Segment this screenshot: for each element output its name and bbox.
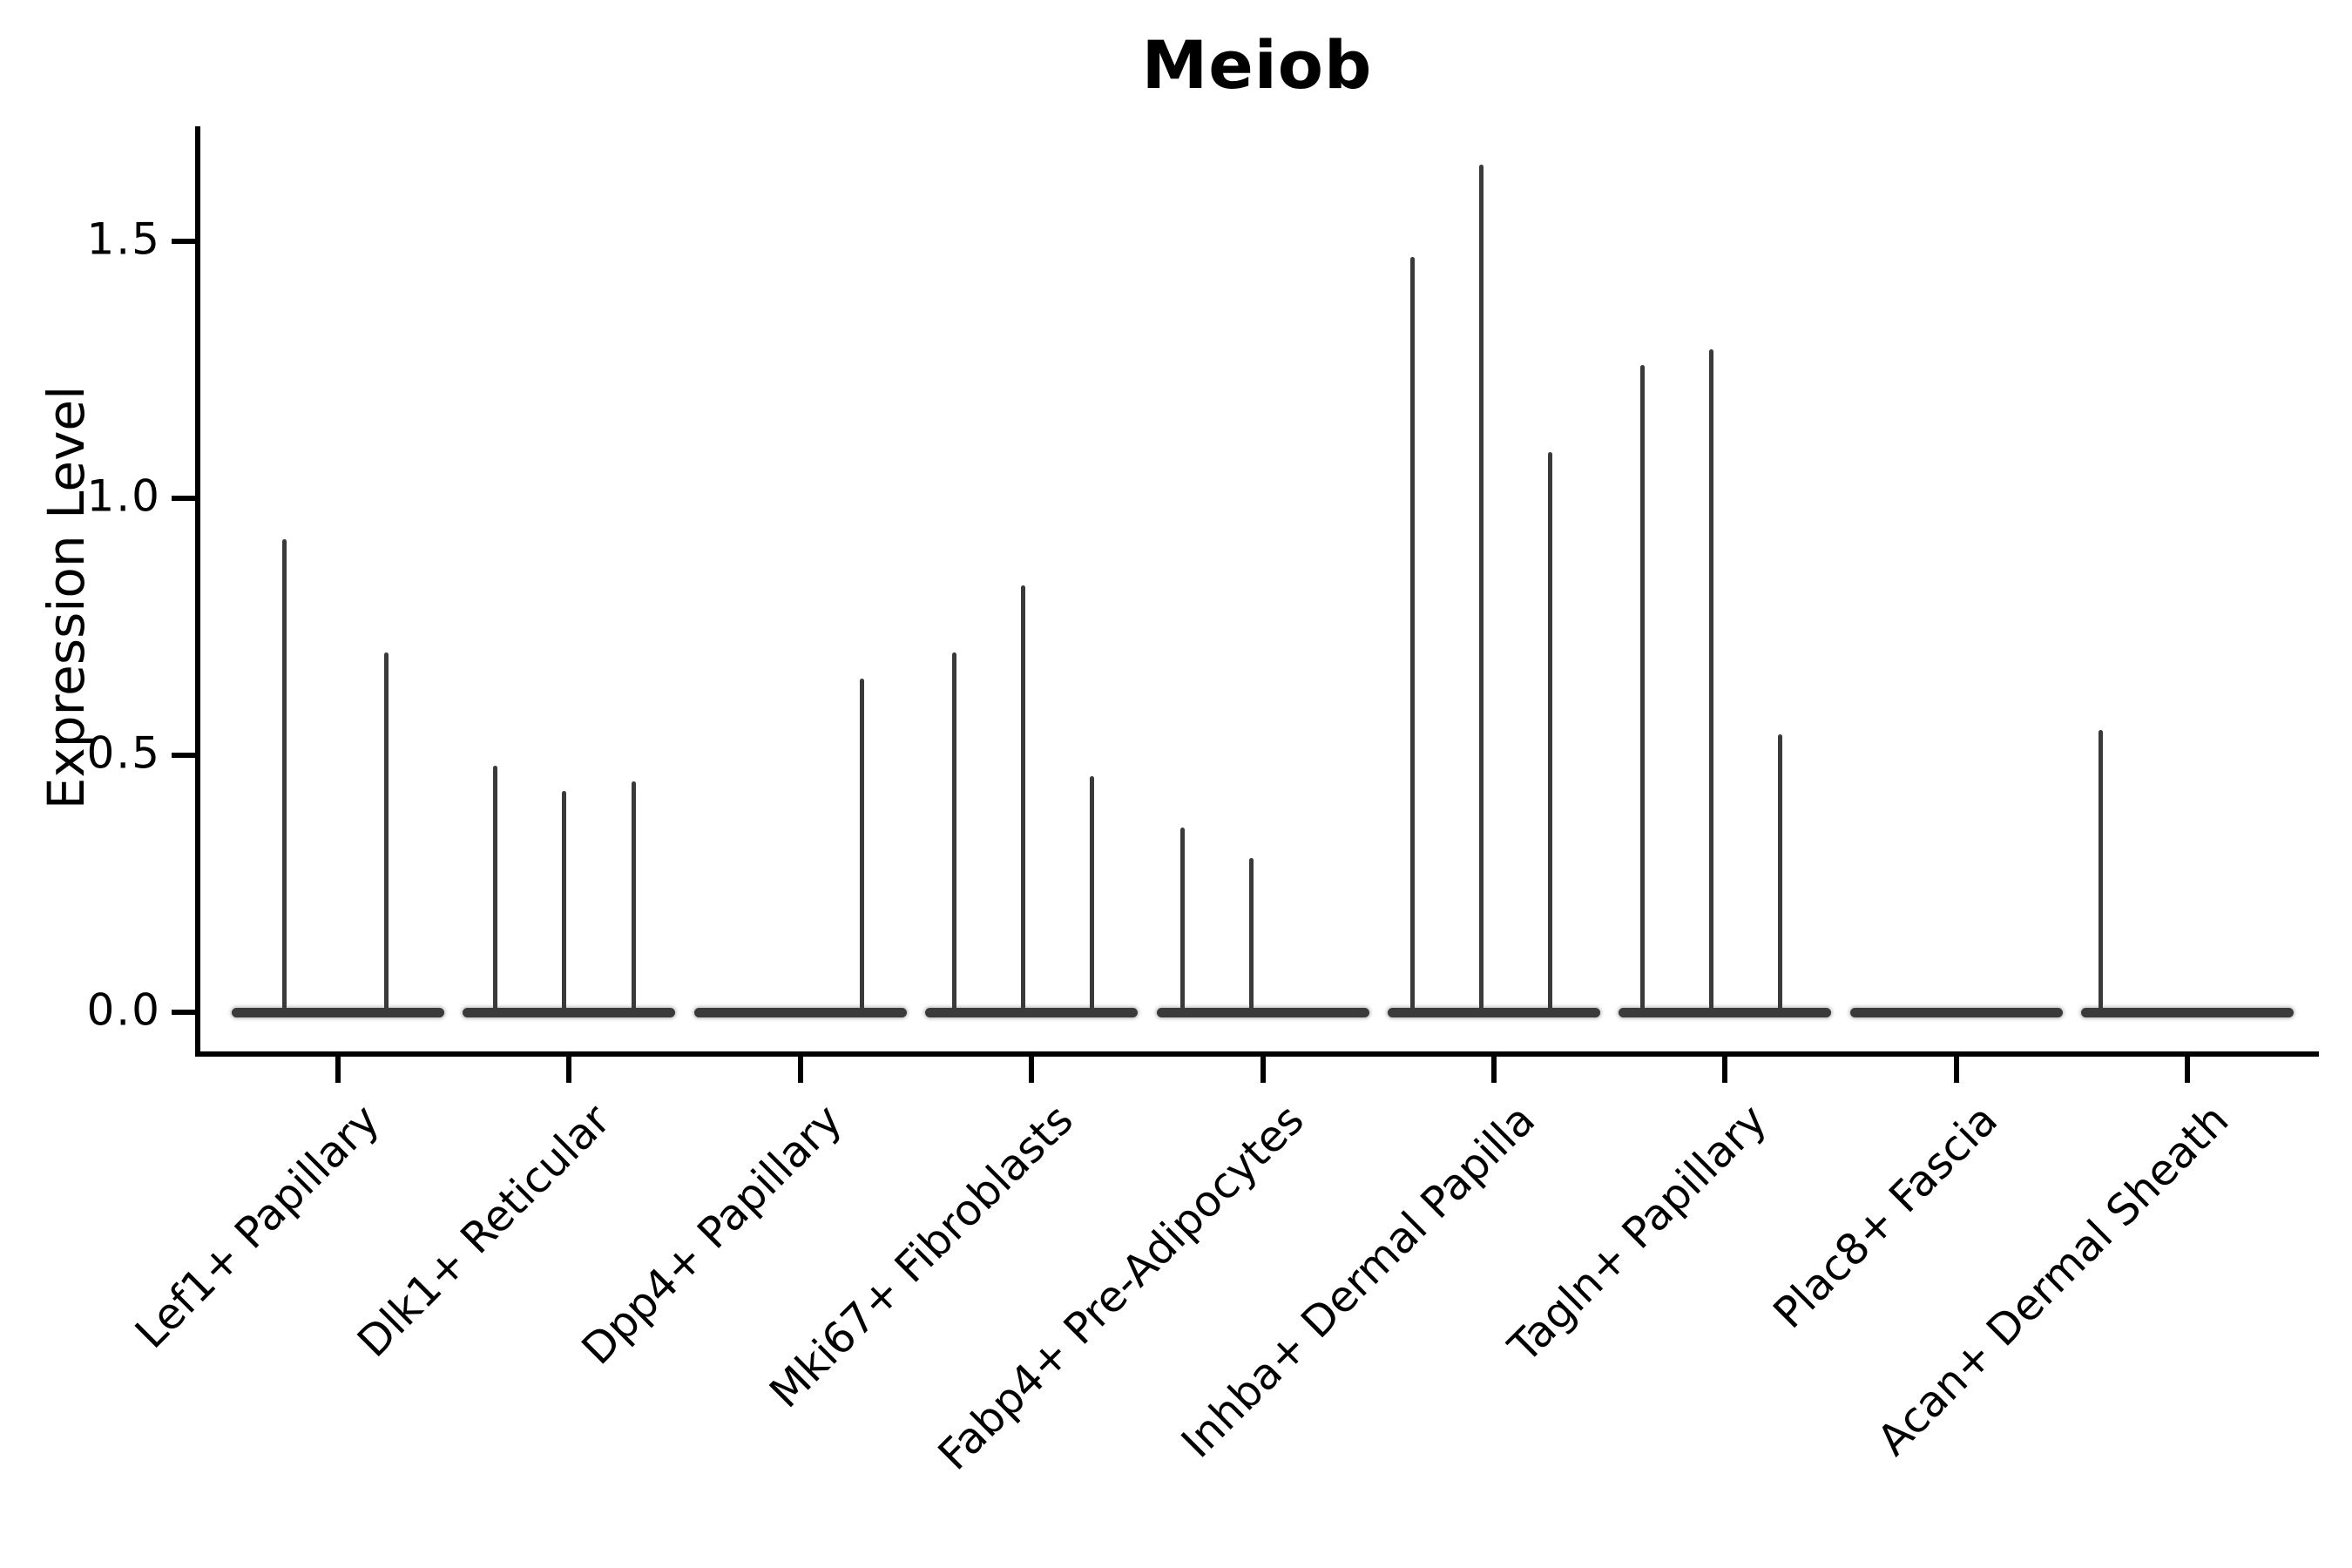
violin-spike bbox=[860, 678, 865, 1017]
violin-spike bbox=[281, 539, 287, 1017]
violin-spike bbox=[1180, 827, 1186, 1017]
violin-baseline bbox=[693, 1008, 907, 1017]
violin-spike bbox=[1089, 775, 1094, 1017]
violin-spike bbox=[1020, 585, 1025, 1017]
x-tick-mark bbox=[1029, 1057, 1035, 1083]
x-tick-label: Fabp4+ Pre-Adipocytes bbox=[929, 1095, 1314, 1480]
violin-baseline bbox=[1619, 1008, 1832, 1017]
y-tick-mark bbox=[172, 1010, 195, 1015]
violin-spike bbox=[1708, 348, 1713, 1017]
violin-baseline bbox=[232, 1008, 444, 1017]
x-axis-spine bbox=[195, 1051, 2319, 1057]
violin-spike bbox=[1249, 858, 1254, 1017]
y-tick-mark bbox=[172, 239, 195, 244]
violin-spike bbox=[2098, 729, 2103, 1017]
y-tick-label: 1.0 bbox=[86, 470, 161, 522]
y-tick-mark bbox=[172, 753, 195, 758]
violin-spike bbox=[1777, 734, 1782, 1017]
violin-baseline bbox=[1849, 1008, 2063, 1017]
y-tick-mark bbox=[172, 496, 195, 501]
x-tick-mark bbox=[1722, 1057, 1728, 1083]
violin-spike bbox=[1409, 256, 1415, 1017]
violin-spike bbox=[951, 652, 956, 1017]
x-tick-label: Tagln+ Papillary bbox=[1498, 1095, 1776, 1373]
x-tick-mark bbox=[335, 1057, 341, 1083]
x-tick-label: Dlk1+ Reticular bbox=[348, 1095, 620, 1367]
violin-spike bbox=[383, 652, 389, 1017]
y-tick-label: 0.0 bbox=[86, 984, 161, 1036]
y-axis-spine bbox=[195, 126, 200, 1057]
x-tick-mark bbox=[1953, 1057, 1959, 1083]
chart-title: Meiob bbox=[1141, 26, 1373, 104]
x-tick-mark bbox=[2185, 1057, 2191, 1083]
y-axis-label: Expression Level bbox=[37, 385, 96, 810]
violin-baseline bbox=[1388, 1008, 1600, 1017]
violin-spike bbox=[1547, 451, 1552, 1017]
y-tick-label: 0.5 bbox=[86, 727, 161, 779]
violin-baseline bbox=[463, 1008, 676, 1017]
violin-spike bbox=[631, 781, 636, 1017]
violin-spike bbox=[492, 765, 497, 1017]
x-tick-label: Plac8+ Fascia bbox=[1763, 1095, 2008, 1339]
x-tick-mark bbox=[797, 1057, 803, 1083]
x-tick-label: Lef1+ Papillary bbox=[125, 1095, 389, 1359]
y-tick-label: 1.5 bbox=[86, 213, 161, 265]
x-tick-mark bbox=[1260, 1057, 1266, 1083]
violin-baseline bbox=[2081, 1008, 2295, 1017]
violin-spike bbox=[1639, 364, 1645, 1017]
x-tick-mark bbox=[566, 1057, 572, 1083]
violin-spike bbox=[1478, 164, 1484, 1017]
violin-spike bbox=[561, 791, 566, 1017]
x-tick-mark bbox=[1491, 1057, 1497, 1083]
violin-baseline bbox=[925, 1008, 1139, 1017]
violin-baseline bbox=[1156, 1008, 1369, 1017]
